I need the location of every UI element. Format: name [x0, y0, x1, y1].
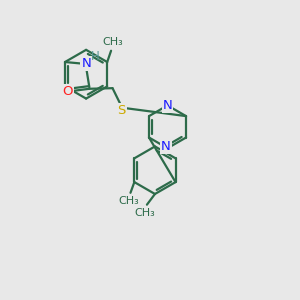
Text: S: S: [117, 104, 126, 117]
Text: CH₃: CH₃: [118, 196, 140, 206]
Text: N: N: [82, 57, 91, 70]
Text: H: H: [91, 50, 100, 64]
Text: N: N: [163, 99, 172, 112]
Text: O: O: [62, 85, 73, 98]
Text: CH₃: CH₃: [134, 208, 155, 218]
Text: CH₃: CH₃: [102, 37, 123, 47]
Text: N: N: [161, 140, 171, 153]
